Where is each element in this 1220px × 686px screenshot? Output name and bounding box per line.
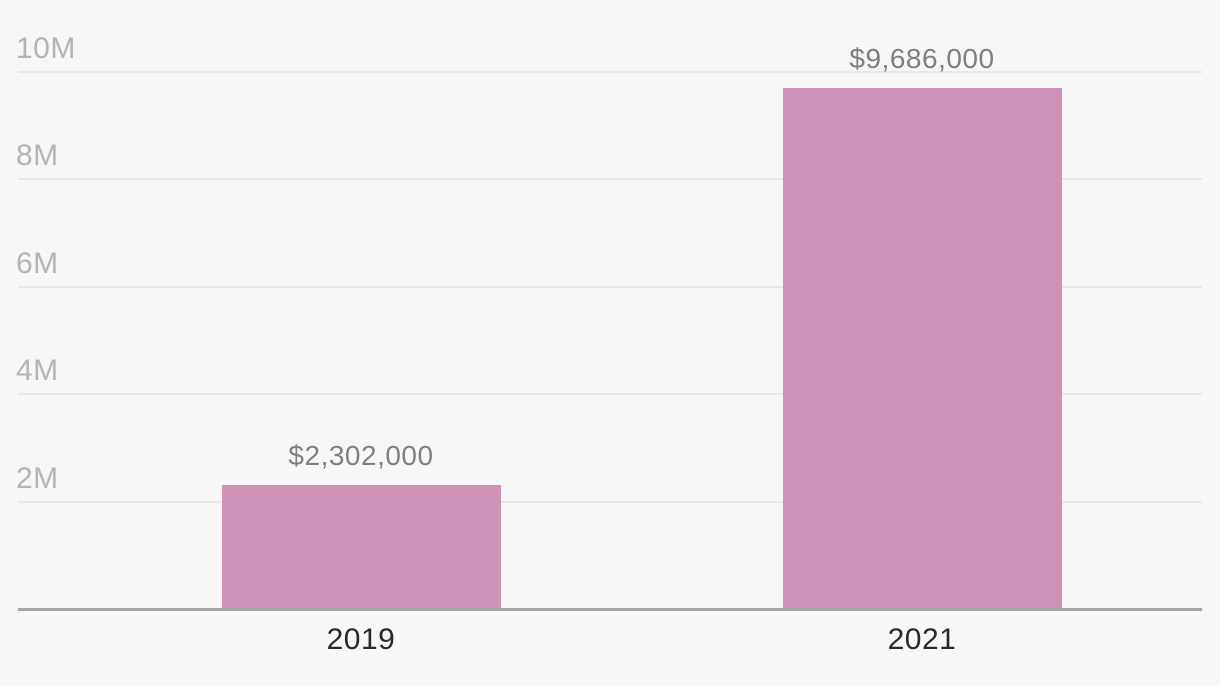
x-tick-label-2021: 2021 <box>887 623 957 656</box>
gridline-2M <box>18 500 1202 503</box>
y-tick-label-6M: 6M <box>16 246 59 280</box>
gridline-8M <box>18 178 1202 180</box>
y-tick-label-2M: 2M <box>16 461 59 495</box>
value-label-2021: $9,686,000 <box>849 43 995 75</box>
bar-2021 <box>782 88 1062 609</box>
x-axis-line <box>18 608 1202 611</box>
y-tick-label-4M: 4M <box>16 354 59 387</box>
y-tick-label-10M: 10M <box>16 31 76 65</box>
gridline-4M <box>18 393 1202 395</box>
y-tick-label-8M: 8M <box>16 139 59 172</box>
x-tick-label-2019: 2019 <box>326 623 396 656</box>
gridline-6M <box>18 285 1202 288</box>
value-label-2019: $2,302,000 <box>288 440 434 472</box>
gridline-10M <box>18 70 1202 73</box>
bar-2019 <box>221 485 501 609</box>
